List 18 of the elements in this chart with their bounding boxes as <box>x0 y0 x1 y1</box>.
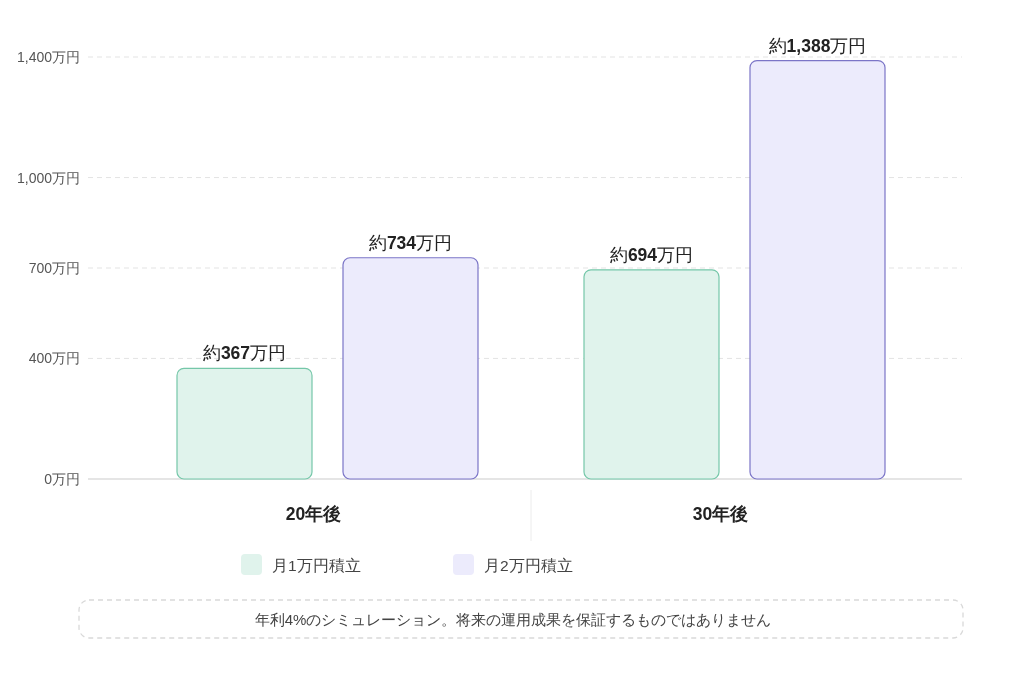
data-label: 約367万円 <box>202 343 287 364</box>
legend-label: 月1万円積立 <box>272 556 361 574</box>
y-tick-label: 1,000万円 <box>16 169 80 186</box>
x-tick-label: 30年後 <box>692 504 749 524</box>
data-label: 約694万円 <box>609 244 694 265</box>
bar <box>342 257 479 480</box>
bar <box>749 60 886 480</box>
y-tick-label: 1,400万円 <box>16 49 80 65</box>
bar <box>176 367 313 480</box>
data-label: 約734万円 <box>368 232 453 253</box>
text: 年利4%のシミュレーション。将来の運用成果を保証するものではありません <box>254 610 772 628</box>
y-tick-label: 400万円 <box>28 350 80 367</box>
y-tick-label: 0万円 <box>44 471 80 487</box>
bar <box>583 269 720 480</box>
y-tick-label: 700万円 <box>28 260 80 276</box>
data-label: 約1,388万円 <box>768 35 867 56</box>
legend-label: 月2万円積立 <box>484 556 573 574</box>
x-tick-label: 20年後 <box>285 504 342 524</box>
